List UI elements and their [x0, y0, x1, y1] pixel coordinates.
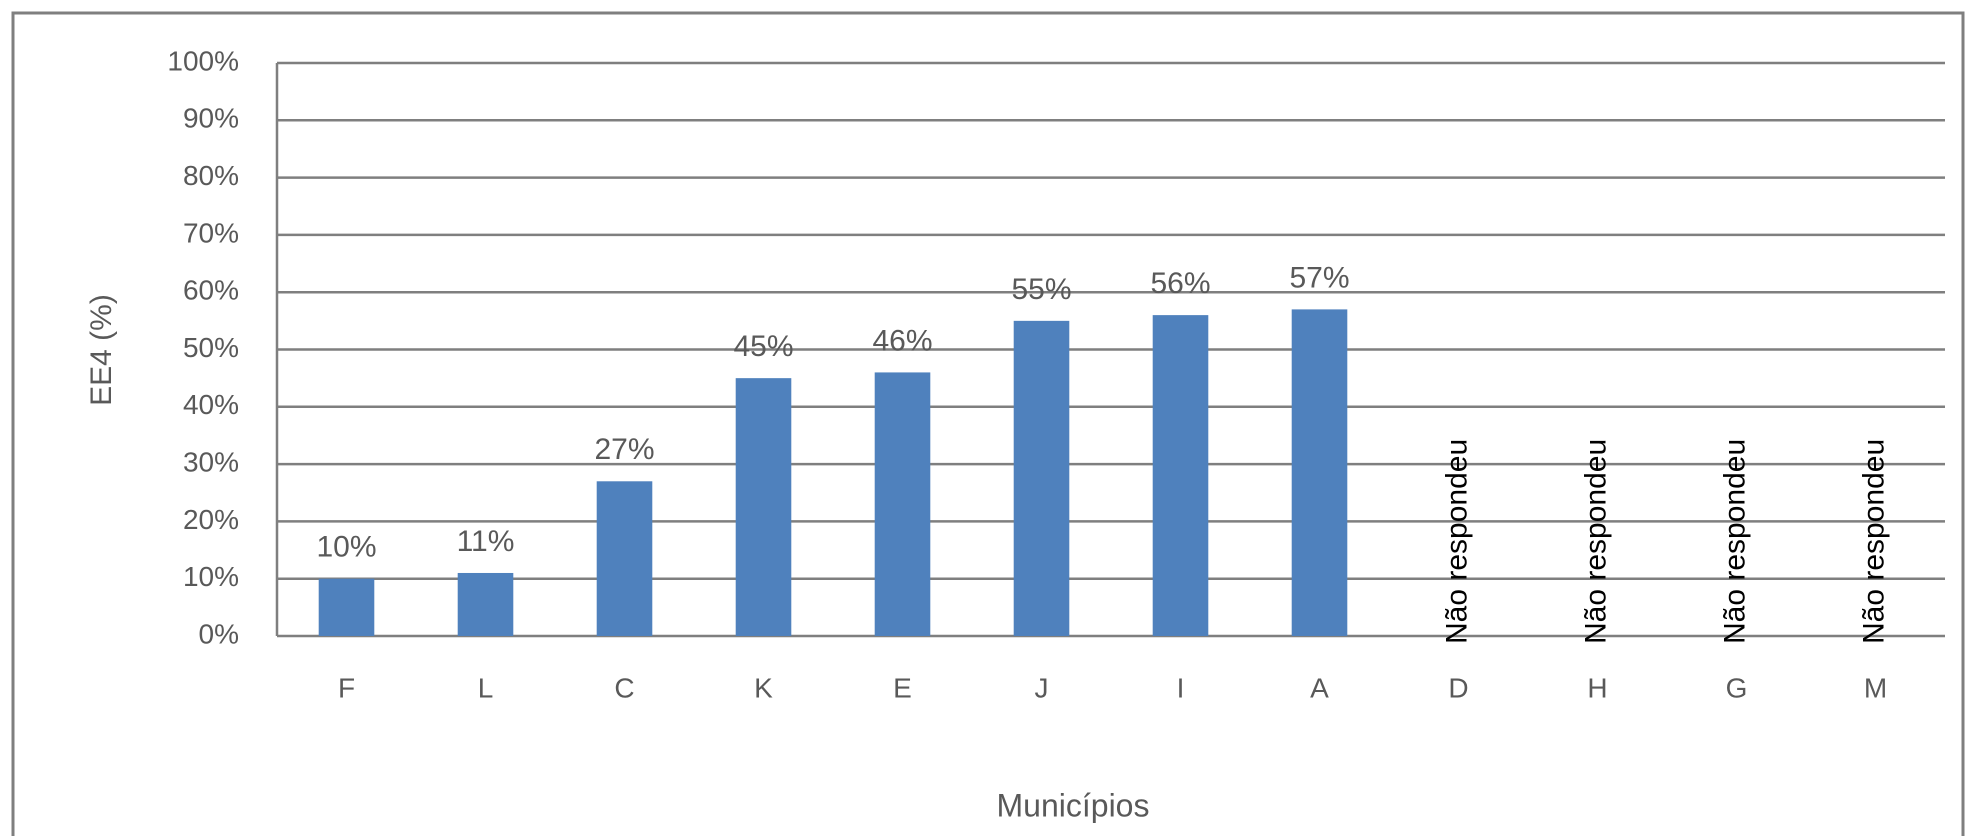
bar — [596, 481, 653, 636]
y-tick-label: 30% — [183, 446, 239, 477]
data-label: 56% — [1150, 267, 1210, 300]
y-axis-title: EE4 (%) — [85, 294, 118, 406]
x-tick-label: D — [1448, 672, 1468, 703]
y-tick-label: 100% — [167, 45, 239, 76]
y-tick-label: 60% — [183, 275, 239, 306]
bar — [874, 372, 931, 636]
data-label: 46% — [872, 324, 932, 357]
bar — [457, 572, 514, 636]
data-label: 55% — [1011, 273, 1071, 306]
y-tick-label: 10% — [183, 561, 239, 592]
y-tick-label: 40% — [183, 389, 239, 420]
no-response-label: Não respondeu — [1857, 439, 1890, 644]
x-tick-label: I — [1177, 672, 1185, 703]
x-tick-label: A — [1310, 672, 1329, 703]
bar — [318, 578, 375, 636]
no-response-label: Não respondeu — [1718, 439, 1751, 644]
y-tick-label: 50% — [183, 332, 239, 363]
no-response-label: Não respondeu — [1579, 439, 1612, 644]
x-tick-label: E — [893, 672, 912, 703]
data-label: 57% — [1289, 261, 1349, 294]
data-label: 27% — [594, 433, 654, 466]
bar — [735, 378, 792, 636]
x-tick-label: H — [1587, 672, 1607, 703]
x-tick-label: L — [478, 672, 494, 703]
x-tick-label: M — [1864, 672, 1887, 703]
data-label: 11% — [457, 525, 515, 558]
y-tick-label: 80% — [183, 160, 239, 191]
y-tick-label: 0% — [199, 618, 239, 649]
x-tick-label: G — [1726, 672, 1748, 703]
bar — [1013, 320, 1070, 636]
y-tick-label: 70% — [183, 217, 239, 248]
data-label: 45% — [733, 330, 793, 363]
no-response-label: Não respondeu — [1440, 439, 1473, 644]
x-tick-label: C — [614, 672, 634, 703]
data-label: 10% — [316, 531, 376, 564]
y-tick-label: 90% — [183, 103, 239, 134]
chart-frame — [11, 11, 1965, 836]
x-tick-label: K — [754, 672, 773, 703]
bar — [1152, 315, 1209, 636]
x-tick-label: F — [338, 672, 355, 703]
x-tick-label: J — [1035, 672, 1049, 703]
x-axis-title: Municípios — [997, 787, 1150, 823]
y-tick-label: 20% — [183, 504, 239, 535]
bar — [1291, 309, 1348, 636]
